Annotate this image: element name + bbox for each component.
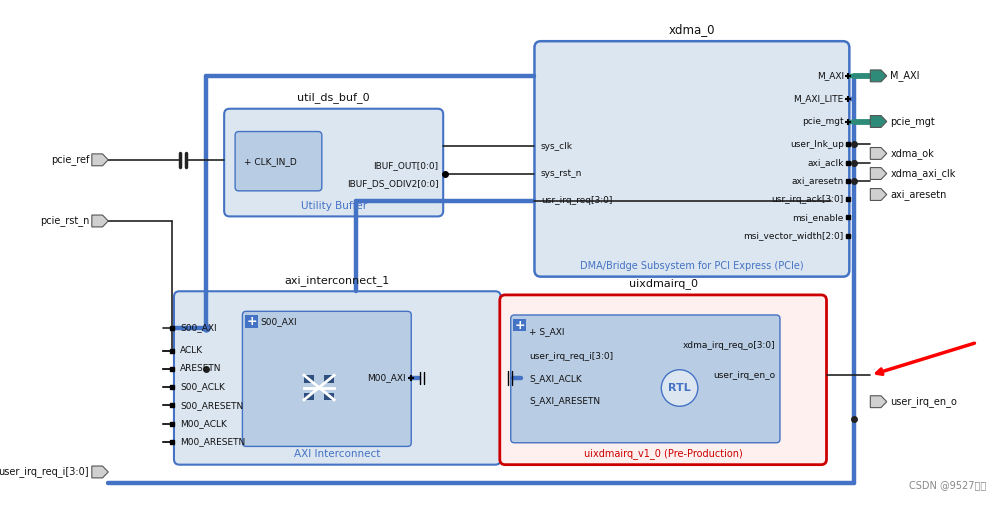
Polygon shape — [870, 148, 887, 159]
Text: M00_AXI: M00_AXI — [368, 374, 406, 383]
FancyBboxPatch shape — [499, 295, 827, 465]
Bar — [304, 375, 314, 383]
Text: uixdmairq_v1_0 (Pre-Production): uixdmairq_v1_0 (Pre-Production) — [584, 448, 742, 459]
Text: user_irq_en_o: user_irq_en_o — [890, 396, 958, 407]
Text: pcie_rst_n: pcie_rst_n — [39, 215, 89, 226]
Text: M00_ARESETN: M00_ARESETN — [180, 438, 246, 446]
Text: axi_interconnect_1: axi_interconnect_1 — [285, 275, 390, 286]
Text: user_irq_req_i[3:0]: user_irq_req_i[3:0] — [0, 466, 89, 477]
Text: + CLK_IN_D: + CLK_IN_D — [245, 157, 297, 166]
Text: +: + — [515, 319, 526, 332]
Text: S_AXI_ACLK: S_AXI_ACLK — [529, 374, 582, 384]
Text: ACLK: ACLK — [180, 346, 203, 355]
Polygon shape — [870, 116, 887, 127]
Text: M00_ACLK: M00_ACLK — [180, 419, 228, 428]
FancyBboxPatch shape — [225, 108, 443, 216]
Text: msi_enable: msi_enable — [793, 213, 844, 222]
Text: Utility Buffer: Utility Buffer — [301, 201, 367, 211]
Text: RTL: RTL — [669, 383, 691, 393]
Text: M_AXI: M_AXI — [890, 70, 920, 81]
Text: user_irq_req_i[3:0]: user_irq_req_i[3:0] — [529, 353, 613, 362]
Circle shape — [662, 370, 698, 406]
Text: axi_aresetn: axi_aresetn — [890, 189, 947, 200]
Text: S00_AXI: S00_AXI — [261, 317, 297, 326]
Polygon shape — [92, 154, 109, 166]
Text: CSDN @9527华安: CSDN @9527华安 — [909, 480, 986, 490]
Text: pcie_mgt: pcie_mgt — [890, 116, 936, 127]
Polygon shape — [870, 396, 887, 408]
Text: user_lnk_up: user_lnk_up — [789, 140, 844, 149]
FancyBboxPatch shape — [511, 315, 780, 443]
Text: xdma_0: xdma_0 — [669, 23, 715, 36]
Text: S_AXI_ARESETN: S_AXI_ARESETN — [529, 396, 600, 405]
Bar — [324, 392, 334, 400]
Text: sys_clk: sys_clk — [541, 141, 573, 150]
Text: xdma_irq_req_o[3:0]: xdma_irq_req_o[3:0] — [683, 341, 775, 350]
Polygon shape — [870, 168, 887, 179]
Text: msi_vector_width[2:0]: msi_vector_width[2:0] — [743, 231, 844, 240]
Text: axi_aclk: axi_aclk — [808, 158, 844, 167]
Text: IBUF_OUT[0:0]: IBUF_OUT[0:0] — [374, 161, 439, 170]
Polygon shape — [870, 189, 887, 201]
Text: usr_irq_ack[3:0]: usr_irq_ack[3:0] — [771, 194, 844, 204]
Text: sys_rst_n: sys_rst_n — [541, 169, 582, 178]
Polygon shape — [870, 70, 887, 82]
Bar — [304, 392, 314, 400]
Bar — [324, 375, 334, 383]
Bar — [514, 319, 527, 331]
Text: user_irq_en_o: user_irq_en_o — [713, 370, 775, 380]
Text: + S_AXI: + S_AXI — [529, 327, 565, 336]
Text: xdma_ok: xdma_ok — [890, 148, 934, 159]
Text: pcie_ref: pcie_ref — [50, 155, 89, 165]
FancyBboxPatch shape — [243, 311, 411, 446]
Text: S00_ARESETN: S00_ARESETN — [180, 401, 244, 410]
FancyBboxPatch shape — [235, 132, 322, 191]
Text: M_AXI: M_AXI — [817, 71, 844, 80]
Text: ARESETN: ARESETN — [180, 364, 222, 373]
Text: pcie_mgt: pcie_mgt — [803, 117, 844, 126]
Text: S00_AXI: S00_AXI — [180, 323, 217, 332]
FancyBboxPatch shape — [174, 291, 500, 465]
Text: M_AXI_LITE: M_AXI_LITE — [794, 94, 844, 103]
Text: xdma_axi_clk: xdma_axi_clk — [890, 168, 956, 179]
Bar — [245, 315, 258, 328]
Text: util_ds_buf_0: util_ds_buf_0 — [297, 92, 370, 103]
Text: +: + — [247, 315, 257, 328]
Text: S00_ACLK: S00_ACLK — [180, 383, 226, 391]
Text: axi_aresetn: axi_aresetn — [792, 177, 844, 185]
Polygon shape — [92, 215, 109, 227]
Text: IBUF_DS_ODIV2[0:0]: IBUF_DS_ODIV2[0:0] — [347, 179, 439, 188]
Text: AXI Interconnect: AXI Interconnect — [294, 449, 381, 459]
Text: DMA/Bridge Subsystem for PCI Express (PCIe): DMA/Bridge Subsystem for PCI Express (PC… — [580, 261, 804, 271]
FancyBboxPatch shape — [535, 41, 849, 277]
Polygon shape — [92, 466, 109, 478]
Text: uixdmairq_0: uixdmairq_0 — [628, 279, 698, 289]
Text: usr_irq_req[3:0]: usr_irq_req[3:0] — [541, 196, 612, 205]
